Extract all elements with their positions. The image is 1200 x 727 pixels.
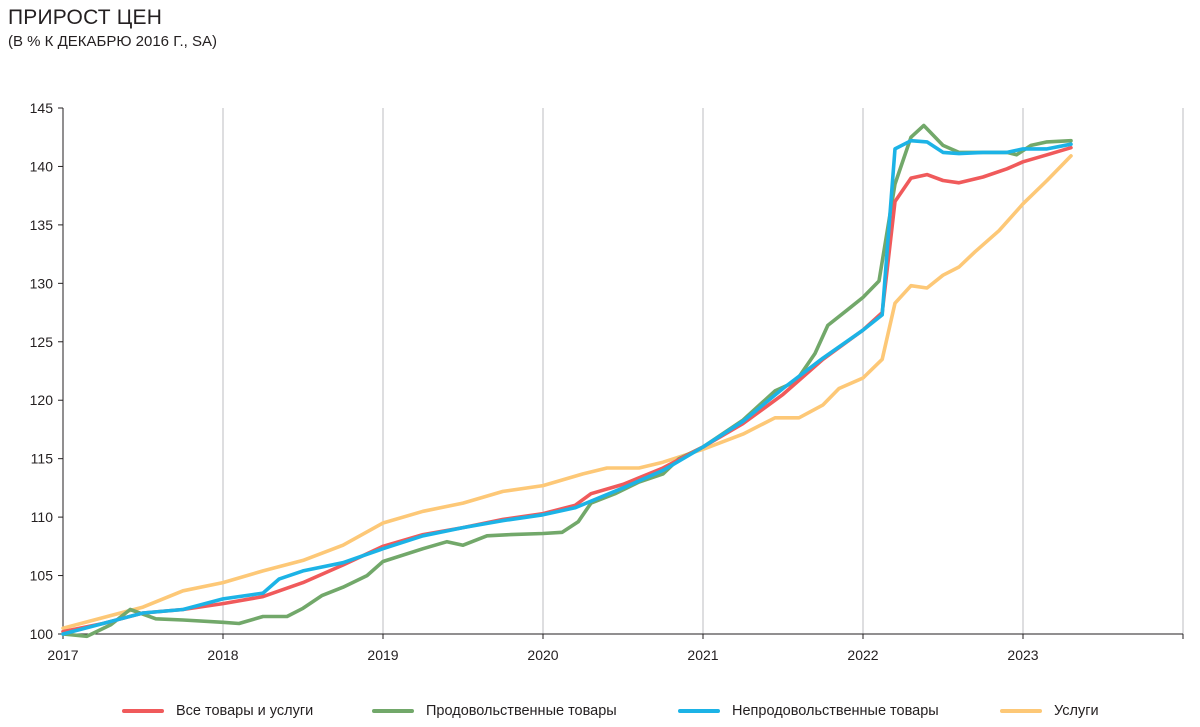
legend-label: Все товары и услуги	[176, 703, 314, 719]
series-line-1	[61, 123, 1073, 639]
x-tick-label: 2017	[47, 647, 78, 663]
legend-label: Услуги	[1054, 703, 1099, 719]
chart-title: ПРИРОСТ ЦЕН	[8, 6, 163, 29]
series-line-0	[61, 145, 1073, 634]
legend-item: Услуги	[1000, 698, 1099, 724]
y-tick-label: 100	[30, 626, 54, 642]
y-tick-label: 130	[30, 275, 54, 291]
legend-label: Непродовольственные товары	[732, 703, 939, 719]
x-tick-label: 2021	[687, 647, 718, 663]
legend-swatch	[678, 709, 720, 713]
y-tick-label: 125	[30, 334, 54, 350]
x-tick-label: 2022	[847, 647, 878, 663]
y-tick-label: 135	[30, 217, 54, 233]
y-tick-label: 145	[30, 100, 54, 116]
chart-subtitle: (В % К ДЕКАБРЮ 2016 Г., SA)	[8, 33, 217, 50]
x-tick-label: 2018	[207, 647, 238, 663]
legend-swatch	[1000, 709, 1042, 713]
legend-swatch	[372, 709, 414, 713]
y-tick-label: 140	[30, 158, 54, 174]
series-line-2	[61, 138, 1073, 636]
legend-swatch	[122, 709, 164, 713]
x-tick-label: 2020	[527, 647, 558, 663]
y-tick-label: 105	[30, 568, 54, 584]
y-tick-label: 115	[31, 451, 54, 467]
x-tick-label: 2019	[367, 647, 398, 663]
y-tick-label: 110	[31, 509, 54, 525]
y-tick-label: 120	[30, 392, 54, 408]
legend-item: Продовольственные товары	[372, 698, 617, 724]
chart-legend: Все товары и услуги Продовольственные тов…	[0, 698, 1200, 724]
series-line-3	[61, 154, 1073, 630]
legend-label: Продовольственные товары	[426, 703, 617, 719]
legend-item: Все товары и услуги	[122, 698, 313, 724]
x-tick-label: 2023	[1007, 647, 1038, 663]
legend-item: Непродовольственные товары	[678, 698, 939, 724]
